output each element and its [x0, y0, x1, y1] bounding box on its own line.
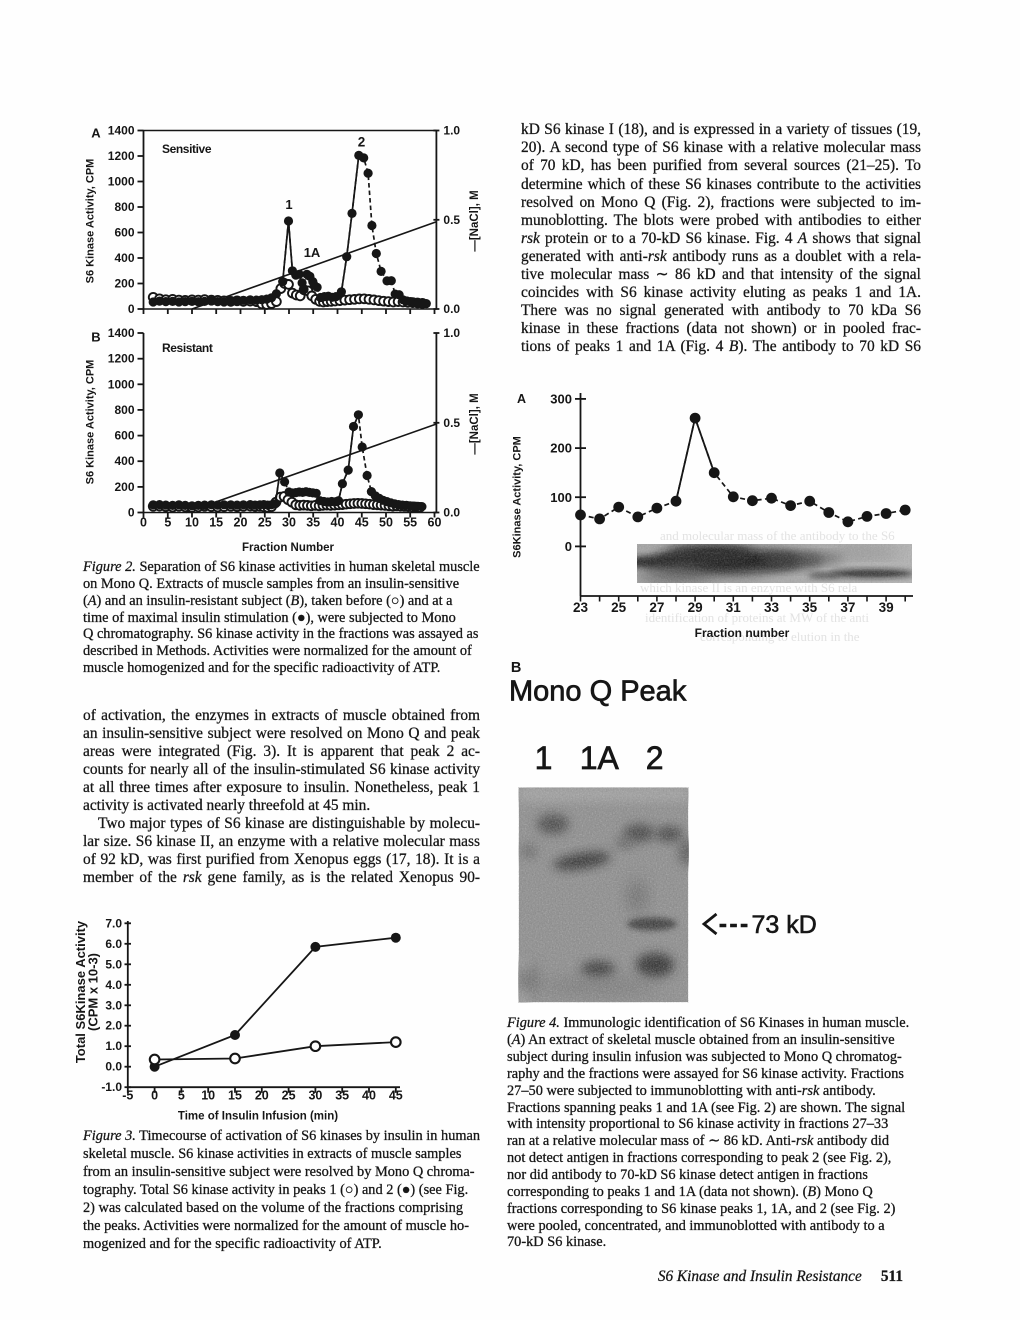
svg-text:Resistant: Resistant: [162, 341, 213, 355]
svg-text:(CPM x 10-3): (CPM x 10-3): [86, 953, 101, 1031]
svg-text:10: 10: [201, 1089, 215, 1103]
svg-text:1000: 1000: [108, 175, 135, 189]
svg-text:B: B: [511, 660, 521, 676]
svg-text:1200: 1200: [108, 352, 135, 366]
svg-text:-5: -5: [122, 1089, 133, 1103]
svg-text:1A: 1A: [580, 740, 620, 776]
svg-text:33: 33: [764, 600, 780, 615]
svg-text:Time of Insulin Infusion (min): Time of Insulin Infusion (min): [178, 1111, 338, 1123]
svg-text:Fraction number: Fraction number: [695, 626, 790, 640]
svg-text:A: A: [517, 392, 526, 406]
svg-text:0: 0: [140, 516, 147, 530]
svg-text:which kinase II is an enzyme w: which kinase II is an enzyme with S6 rel…: [640, 580, 858, 595]
svg-text:Total S6Kinase Activity: Total S6Kinase Activity: [73, 920, 88, 1063]
svg-text:0: 0: [128, 506, 135, 520]
svg-text:30: 30: [282, 516, 296, 530]
svg-text:37: 37: [840, 600, 855, 615]
svg-text:29: 29: [688, 600, 703, 615]
svg-text:Fraction Number: Fraction Number: [242, 542, 335, 554]
svg-text:1: 1: [535, 740, 553, 776]
svg-text:5: 5: [178, 1089, 185, 1103]
svg-text:0: 0: [151, 1089, 158, 1103]
svg-text:15: 15: [209, 516, 223, 530]
svg-text:800: 800: [114, 200, 134, 214]
svg-text:25: 25: [282, 1089, 296, 1103]
svg-text:50: 50: [379, 516, 393, 530]
svg-text:300: 300: [550, 391, 572, 406]
svg-text:800: 800: [114, 403, 134, 417]
svg-text:Mono Q Peak: Mono Q Peak: [509, 676, 687, 708]
svg-text:4.0: 4.0: [105, 978, 122, 992]
svg-text:31: 31: [726, 600, 742, 615]
svg-text:S6Kinase Activity, CPM: S6Kinase Activity, CPM: [512, 436, 524, 558]
svg-text:55: 55: [403, 516, 417, 530]
svg-text:200: 200: [114, 277, 134, 291]
svg-text:200: 200: [114, 480, 134, 494]
svg-text:1400: 1400: [108, 124, 135, 138]
svg-text:0.0: 0.0: [443, 506, 460, 520]
svg-text:2.0: 2.0: [105, 1019, 122, 1033]
svg-text:7.0: 7.0: [105, 916, 122, 930]
svg-text:1.0: 1.0: [443, 326, 460, 340]
svg-text:S6 Kinase Activity, CPM: S6 Kinase Activity, CPM: [85, 159, 97, 284]
svg-text:2: 2: [358, 135, 366, 150]
svg-text:2: 2: [646, 740, 664, 776]
svg-text:0.5: 0.5: [443, 416, 460, 430]
svg-text:60: 60: [428, 516, 442, 530]
svg-text:600: 600: [114, 226, 134, 240]
svg-text:45: 45: [355, 516, 369, 530]
svg-text:1A: 1A: [304, 245, 321, 260]
svg-text:identification of proteins at: identification of proteins at MW of the …: [645, 610, 869, 625]
svg-text:-1.0: -1.0: [101, 1080, 122, 1094]
svg-text:—[NaCl], M: —[NaCl], M: [469, 190, 481, 251]
svg-text:1.0: 1.0: [443, 124, 460, 138]
svg-text:15: 15: [228, 1089, 242, 1103]
svg-text:45: 45: [389, 1089, 403, 1103]
svg-text:20: 20: [255, 1089, 269, 1103]
svg-text:1200: 1200: [108, 149, 135, 163]
svg-text:1000: 1000: [108, 377, 135, 391]
svg-text:27: 27: [649, 600, 664, 615]
svg-text:1400: 1400: [108, 326, 135, 340]
svg-text:30: 30: [308, 1089, 322, 1103]
svg-text:3.0: 3.0: [105, 998, 122, 1012]
svg-text:39: 39: [879, 600, 894, 615]
svg-text:0.0: 0.0: [443, 302, 460, 316]
svg-text:6.0: 6.0: [105, 937, 122, 951]
svg-text:5.0: 5.0: [105, 957, 122, 971]
svg-text:100: 100: [550, 490, 572, 505]
svg-text:corresponding to elution in th: corresponding to elution in the: [700, 629, 860, 644]
svg-text:and molecular mass of the anti: and molecular mass of the antibody to th…: [660, 528, 895, 543]
svg-text:0: 0: [128, 302, 135, 316]
svg-text:23: 23: [573, 600, 589, 615]
svg-text:400: 400: [114, 251, 134, 265]
svg-text:0.5: 0.5: [443, 213, 460, 227]
svg-text:—[NaCl], M: —[NaCl], M: [469, 393, 481, 454]
svg-text:35: 35: [306, 516, 320, 530]
svg-text:B: B: [91, 330, 100, 345]
svg-text:20: 20: [234, 516, 248, 530]
svg-text:1.0: 1.0: [105, 1039, 122, 1053]
svg-text:35: 35: [802, 600, 818, 615]
svg-text:600: 600: [114, 429, 134, 443]
svg-text:40: 40: [362, 1089, 376, 1103]
svg-text:10: 10: [185, 516, 199, 530]
svg-text:25: 25: [611, 600, 627, 615]
svg-text:0: 0: [565, 539, 572, 554]
svg-text:40: 40: [331, 516, 345, 530]
svg-text:5: 5: [164, 516, 171, 530]
svg-text:0.0: 0.0: [105, 1060, 122, 1074]
svg-text:25: 25: [258, 516, 272, 530]
svg-text:S6 Kinase Activity, CPM: S6 Kinase Activity, CPM: [85, 360, 97, 485]
svg-text:A: A: [91, 126, 101, 141]
svg-text:200: 200: [550, 441, 572, 456]
svg-text:35: 35: [335, 1089, 349, 1103]
svg-text:1: 1: [285, 197, 292, 212]
svg-text:Sensitive: Sensitive: [162, 142, 212, 156]
svg-text:73 kD: 73 kD: [752, 911, 817, 939]
svg-text:400: 400: [114, 454, 134, 468]
